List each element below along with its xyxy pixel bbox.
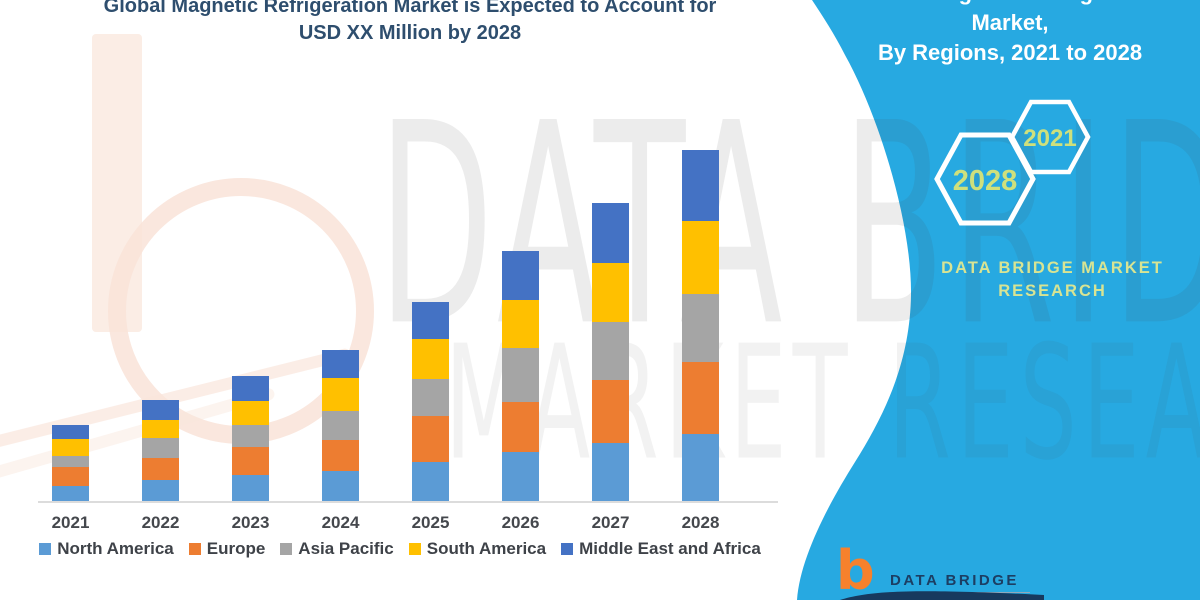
hexagon-2028-outline [934,132,1036,226]
panel-heading-line2: Market, [971,10,1049,35]
bar-segment-north-america [682,434,719,502]
legend-swatch-icon [188,543,201,555]
bar-segment-middle-east-and-africa [322,350,359,378]
bar-segment-middle-east-and-africa [412,302,449,339]
bar-segment-north-america [142,480,179,502]
bar-segment-europe [142,458,179,480]
bar-segment-asia-pacific [232,425,269,447]
bar-segment-asia-pacific [682,294,719,362]
legend-swatch-icon [408,543,421,555]
hexagon-2028-label: 2028 [953,165,1018,197]
x-axis-label-2026: 2026 [501,513,540,532]
bar-segment-europe [232,447,269,475]
bar-segment-middle-east-and-africa [232,376,269,401]
legend-swatch-icon [280,543,293,555]
legend-item-south-america: South America [408,539,547,559]
panel-heading-line1: Global Magnetic Refrigeration [820,0,1200,8]
bar-segment-middle-east-and-africa [142,400,179,420]
bar-segment-south-america [502,300,539,348]
logo-wordmark: DATA BRIDGE [890,572,1019,589]
bar-segment-middle-east-and-africa [502,251,539,300]
bar-segment-south-america [52,439,89,456]
hexagon-2021-outline [1009,99,1091,175]
legend-item-asia-pacific: Asia Pacific [280,539,394,559]
watermark-text-line2: MARKET RESEARCH [445,312,1200,496]
bar-segment-south-america [142,420,179,438]
legend-swatch-icon [39,543,52,555]
bar-segment-middle-east-and-africa [52,425,89,439]
legend-label: Asia Pacific [298,539,394,558]
stacked-bar-chart: 2021 2022 2023 2024 2025 2026 2027 2028 North A… [0,150,800,559]
bar-segment-europe [592,380,629,443]
bar-segment-south-america [232,401,269,425]
bar-segment-europe [322,440,359,471]
legend-swatch-icon [561,543,574,555]
bar-segment-south-america [412,339,449,379]
legend-item-europe: Europe [188,539,266,559]
hexagon-2021-label: 2021 [1023,125,1076,152]
x-axis-label-2025: 2025 [411,513,450,532]
bar-segment-asia-pacific [322,411,359,440]
x-axis-label-2028: 2028 [681,513,720,532]
legend-item-middle-east-and-africa: Middle East and Africa [561,539,761,559]
chart-title: Global Magnetic Refrigeration Market is … [30,0,790,47]
bar-segment-north-america [592,443,629,502]
panel-brand-line2: RESEARCH [998,282,1107,300]
bar-segment-south-america [682,221,719,294]
bar-segment-south-america [322,378,359,411]
x-axis-label-2022: 2022 [141,513,180,532]
bar-segment-asia-pacific [502,348,539,402]
bar-segment-north-america [232,475,269,502]
bar-segment-north-america [502,452,539,502]
legend-label: North America [57,539,174,558]
logo-b-icon: b [836,539,875,600]
bar-segment-europe [52,467,89,486]
bar-segment-asia-pacific [142,438,179,458]
panel-heading: Global Magnetic Refrigeration Market, By… [820,0,1200,68]
bar-segment-europe [412,416,449,462]
legend-item-north-america: North America [39,539,174,559]
chart-title-line2: USD XX Million by 2028 [298,22,522,44]
company-logo: b DATA BRIDGE [834,544,1054,600]
logo-swoosh-icon [839,591,1044,600]
x-axis-label-2021: 2021 [51,513,90,532]
legend-label: South America [426,539,547,558]
bar-segment-north-america [322,471,359,502]
bar-segment-middle-east-and-africa [592,203,629,263]
bar-segment-asia-pacific [592,322,629,380]
legend-label: Europe [206,539,266,558]
chart-title-line1: Global Magnetic Refrigeration Market is … [103,0,717,17]
bar-segment-middle-east-and-africa [682,150,719,221]
chart-legend: North America Europe Asia Pacific South Ame… [0,539,800,559]
bar-segment-north-america [412,462,449,502]
x-axis-label-2023: 2023 [231,513,270,532]
bar-segment-north-america [52,486,89,502]
x-axis-line [38,501,778,503]
bar-segment-south-america [592,263,629,322]
bar-segment-europe [502,402,539,452]
x-axis-label-2024: 2024 [321,513,360,532]
bar-segment-europe [682,362,719,434]
bar-segment-asia-pacific [52,456,89,467]
panel-brand-line1: DATA BRIDGE MARKET [941,259,1164,277]
panel-brand-text: DATA BRIDGE MARKET RESEARCH [880,257,1200,303]
panel-heading-line3: By Regions, 2021 to 2028 [877,40,1143,65]
x-axis-label-2027: 2027 [591,513,630,532]
legend-label: Middle East and Africa [579,539,761,558]
bar-segment-asia-pacific [412,379,449,416]
